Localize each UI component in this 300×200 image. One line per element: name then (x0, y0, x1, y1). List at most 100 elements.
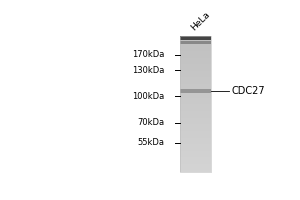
Bar (181, 88, 211, 89)
Bar (181, 45, 211, 46)
Bar (181, 44, 211, 45)
Bar (181, 80, 211, 81)
Bar (181, 163, 211, 164)
Bar (181, 98, 211, 99)
Bar (181, 55, 211, 56)
Bar (181, 40, 211, 41)
Text: CDC27: CDC27 (232, 86, 265, 96)
Bar (181, 156, 211, 157)
Bar (181, 85, 211, 86)
Bar (181, 90, 211, 91)
Bar (181, 76, 211, 77)
Bar (181, 114, 211, 115)
Bar (181, 157, 211, 158)
Bar (181, 164, 211, 165)
Bar (181, 75, 211, 76)
Bar (181, 59, 211, 60)
Bar (181, 36, 211, 40)
Bar (181, 150, 211, 151)
Bar (181, 120, 211, 121)
Bar (181, 160, 211, 161)
Bar (181, 140, 211, 141)
Bar (181, 133, 211, 134)
Bar (181, 161, 211, 162)
Bar (181, 110, 211, 111)
Bar (181, 58, 211, 59)
Bar (181, 51, 211, 52)
Bar (181, 97, 211, 98)
Bar (181, 132, 211, 133)
Bar (181, 131, 211, 132)
Bar (181, 91, 211, 92)
Bar (181, 166, 211, 167)
Bar (181, 63, 211, 64)
Bar (181, 74, 211, 75)
Bar (181, 151, 211, 152)
Bar (181, 112, 211, 113)
Text: 170kDa: 170kDa (132, 50, 164, 59)
Bar (181, 50, 211, 51)
Bar (181, 118, 211, 119)
Text: HeLa: HeLa (189, 10, 212, 32)
Bar (181, 123, 211, 124)
Bar (181, 47, 211, 48)
Text: 70kDa: 70kDa (137, 118, 164, 127)
Bar (181, 101, 211, 102)
Bar (181, 60, 211, 61)
Bar (181, 39, 211, 40)
Bar (181, 89, 211, 93)
Bar (181, 154, 211, 155)
Bar (181, 38, 211, 39)
Bar (181, 137, 211, 138)
Bar (181, 78, 211, 79)
Bar (181, 117, 211, 118)
Bar (181, 92, 211, 93)
Bar (181, 134, 211, 135)
Bar (181, 130, 211, 131)
Bar (181, 136, 211, 137)
Bar (181, 65, 211, 66)
Bar (181, 102, 211, 103)
Bar (181, 103, 211, 104)
Bar (181, 144, 211, 145)
Bar (181, 84, 211, 85)
Bar (181, 64, 211, 65)
Bar (181, 169, 211, 170)
Bar (181, 158, 211, 159)
Bar (181, 124, 211, 125)
Bar (181, 162, 211, 163)
Bar (181, 147, 211, 148)
Bar (181, 62, 211, 63)
Bar (181, 129, 211, 130)
Bar (181, 82, 211, 83)
Bar (181, 41, 211, 42)
Bar (181, 41, 211, 44)
Bar (181, 37, 211, 38)
Bar (181, 99, 211, 100)
Bar (181, 143, 211, 144)
Bar (181, 70, 211, 71)
Bar (181, 107, 211, 108)
Bar (181, 36, 211, 172)
Bar (181, 116, 211, 117)
Bar (181, 68, 211, 69)
Bar (181, 52, 211, 53)
Bar (181, 105, 211, 106)
Bar (181, 146, 211, 147)
Bar (181, 69, 211, 70)
Bar (181, 111, 211, 112)
Bar (181, 54, 211, 55)
Bar (181, 149, 211, 150)
Bar (181, 94, 211, 95)
Bar (181, 127, 211, 128)
Bar (181, 104, 211, 105)
Bar (181, 106, 211, 107)
Bar (181, 71, 211, 72)
Bar (181, 77, 211, 78)
Bar (181, 42, 211, 43)
Bar (181, 87, 211, 88)
Bar (181, 168, 211, 169)
Bar (181, 135, 211, 136)
Bar (181, 79, 211, 80)
Bar (181, 170, 211, 171)
